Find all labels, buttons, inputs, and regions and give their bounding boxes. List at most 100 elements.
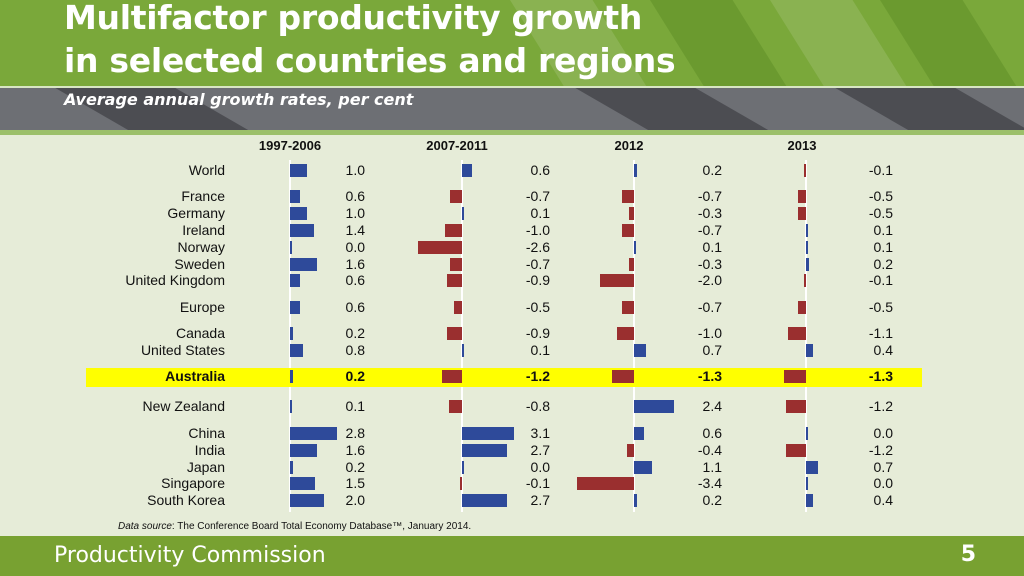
data-label: 0.1: [873, 239, 893, 255]
bar: [418, 241, 462, 254]
bar: [634, 400, 675, 413]
data-label: 0.0: [873, 425, 893, 441]
bar: [612, 370, 634, 383]
bar: [290, 190, 301, 203]
bar: [622, 224, 634, 237]
category-label: Canada: [175, 325, 225, 341]
data-label: 0.8: [345, 342, 365, 358]
bar: [634, 344, 646, 357]
data-label: 0.0: [530, 459, 550, 475]
data-label: 0.6: [345, 272, 365, 288]
category-label: Europe: [179, 299, 225, 315]
column-header-2007-2011: 2007-2011: [426, 138, 488, 153]
category-label: United Kingdom: [125, 272, 225, 288]
bar: [617, 327, 634, 340]
data-label: 0.1: [873, 222, 893, 238]
data-label: 0.2: [702, 162, 722, 178]
zero-axis-2007-2011: [461, 160, 463, 512]
data-label: -0.9: [525, 325, 550, 341]
data-label: -0.5: [868, 299, 893, 315]
title-line-2: in selected countries and regions: [64, 41, 676, 80]
data-label: 0.6: [702, 425, 722, 441]
bar: [462, 494, 508, 507]
bar: [634, 164, 638, 177]
data-label: -0.7: [697, 222, 722, 238]
bar: [290, 461, 294, 474]
data-label: -0.5: [868, 205, 893, 221]
bar: [462, 164, 473, 177]
page-number: 5: [960, 542, 976, 567]
data-label: -1.2: [868, 442, 893, 458]
bar: [450, 258, 462, 271]
data-label: -1.1: [868, 325, 893, 341]
data-label: 3.1: [530, 425, 550, 441]
bar: [290, 494, 324, 507]
bar: [806, 258, 810, 271]
category-label: Japan: [186, 459, 225, 475]
category-label: France: [181, 188, 225, 204]
bar: [806, 494, 813, 507]
data-label: 1.6: [345, 442, 365, 458]
bar: [785, 444, 806, 457]
divider: [0, 86, 1024, 88]
bar: [622, 190, 634, 203]
slide-title: Multifactor productivity growth in selec…: [64, 0, 676, 82]
data-label: 0.1: [345, 398, 365, 414]
data-label: 0.4: [873, 492, 893, 508]
data-label: 0.0: [345, 239, 365, 255]
column-header-1997-2006: 1997-2006: [258, 138, 322, 153]
highlight-band: [86, 368, 922, 387]
bar: [806, 461, 818, 474]
bar: [290, 164, 307, 177]
data-label: 0.0: [873, 475, 893, 491]
bar: [460, 477, 462, 490]
bar: [446, 327, 462, 340]
category-label: Singapore: [161, 475, 225, 491]
title-line-1: Multifactor productivity growth: [64, 0, 643, 37]
data-label: 0.2: [345, 459, 365, 475]
data-label: 0.7: [702, 342, 722, 358]
bar: [634, 241, 636, 254]
bar: [290, 344, 304, 357]
bar: [576, 477, 634, 490]
bar: [797, 207, 806, 220]
bar: [806, 477, 808, 490]
data-label: -3.4: [697, 475, 722, 491]
title-banner: Multifactor productivity growth in selec…: [0, 0, 1024, 86]
data-label: -0.5: [868, 188, 893, 204]
footer-organisation: Productivity Commission: [54, 543, 326, 568]
data-label: -0.4: [697, 442, 722, 458]
data-label: -0.7: [525, 256, 550, 272]
bar: [441, 370, 462, 383]
data-label: 0.6: [345, 299, 365, 315]
data-label: 2.0: [345, 492, 365, 508]
data-label: -1.0: [697, 325, 722, 341]
data-label: 0.1: [702, 239, 722, 255]
category-label: India: [194, 442, 225, 458]
data-label: -0.3: [697, 256, 722, 272]
data-label: -2.6: [525, 239, 550, 255]
data-label: -1.2: [525, 368, 550, 384]
bar: [445, 224, 462, 237]
data-label: 1.4: [345, 222, 365, 238]
divider: [0, 130, 1024, 135]
bar: [804, 274, 806, 287]
decorative-stripe: [828, 88, 1024, 130]
data-label: -0.1: [868, 162, 893, 178]
data-source-note: Data source: The Conference Board Total …: [118, 521, 471, 532]
bar: [462, 344, 464, 357]
source-text: : The Conference Board Total Economy Dat…: [171, 521, 472, 532]
data-label: 2.8: [345, 425, 365, 441]
bar: [290, 327, 294, 340]
bar: [290, 370, 294, 383]
bar: [448, 400, 462, 413]
bar: [628, 207, 634, 220]
data-label: -1.0: [525, 222, 550, 238]
bar: [797, 301, 806, 314]
bar: [290, 241, 292, 254]
bar: [446, 274, 462, 287]
footer-bar: Productivity Commission 5: [0, 536, 1024, 576]
source-label: Data source: [118, 521, 172, 532]
data-label: 2.7: [530, 442, 550, 458]
bar: [784, 370, 806, 383]
